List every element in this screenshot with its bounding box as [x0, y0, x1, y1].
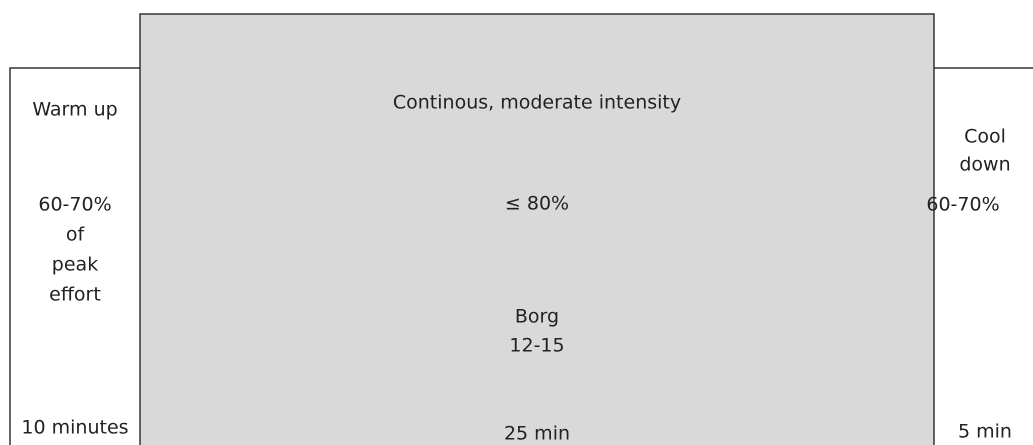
- intensity: peak: [52, 254, 98, 276]
- main-box: [139, 13, 935, 445]
- phase-label: Cool: [964, 126, 1006, 148]
- duration: 25 min: [504, 423, 570, 445]
- intensity: 60-70%: [38, 194, 111, 216]
- borg: 12-15: [509, 335, 564, 357]
- warm-up-box: [9, 67, 140, 445]
- phase-label: down: [959, 154, 1010, 176]
- duration: 5 min: [958, 421, 1012, 443]
- intensity: 60-70%: [926, 194, 999, 216]
- intensity: effort: [49, 284, 101, 306]
- duration: 10 minutes: [21, 417, 128, 439]
- intensity: of: [66, 224, 86, 246]
- intensity: ≤ 80%: [505, 193, 569, 215]
- phase-label: Continous, moderate intensity: [393, 92, 681, 114]
- borg: Borg: [515, 306, 559, 328]
- phase-label: Warm up: [32, 99, 117, 121]
